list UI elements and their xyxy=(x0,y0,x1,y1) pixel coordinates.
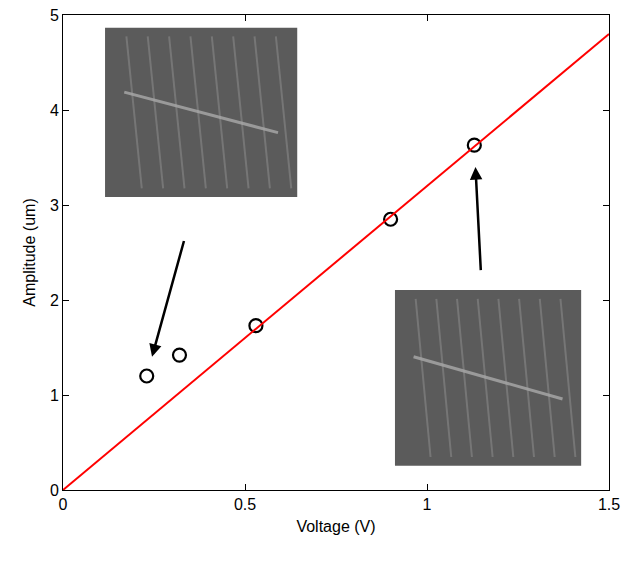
svg-text:2: 2 xyxy=(50,292,59,309)
svg-text:3: 3 xyxy=(50,197,59,214)
svg-text:0: 0 xyxy=(59,496,68,513)
svg-text:0: 0 xyxy=(50,482,59,499)
svg-text:4: 4 xyxy=(50,102,59,119)
svg-text:1: 1 xyxy=(423,496,432,513)
svg-text:1: 1 xyxy=(50,387,59,404)
svg-text:0.5: 0.5 xyxy=(234,496,256,513)
svg-text:Voltage (V): Voltage (V) xyxy=(296,518,375,535)
svg-text:1.5: 1.5 xyxy=(598,496,620,513)
svg-text:5: 5 xyxy=(50,7,59,24)
svg-text:Amplitude (um): Amplitude (um) xyxy=(21,198,38,306)
